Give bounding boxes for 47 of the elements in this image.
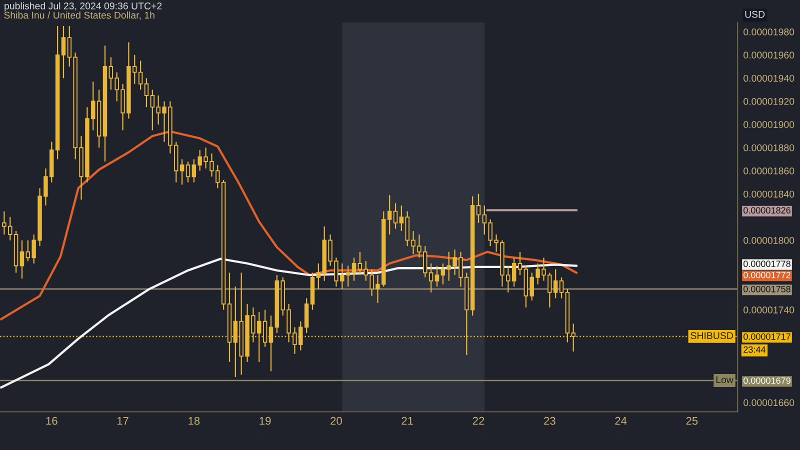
text: published Jul 23, 2024 09:36 UTC+2 [4, 2, 162, 12]
y-tick-label: 0.00001772 [744, 272, 790, 278]
line-series [0, 258, 578, 389]
x-tick-label: 19 [260, 416, 271, 425]
ref-line-label: SHIBUSD [690, 332, 733, 340]
candlestick [352, 257, 356, 282]
y-tick-label: 0.00001880 [744, 144, 794, 152]
x-tick-label: 17 [117, 417, 128, 425]
x-tick-label: 25 [686, 416, 698, 425]
y-axis-title: USD [745, 10, 765, 18]
candlestick [559, 276, 564, 299]
ref-line-label: Low [716, 376, 734, 384]
y-tick-label: 0.00001717 [744, 333, 790, 340]
y-tick-label: 0.00001900 [744, 121, 794, 128]
x-tick-label: 18 [188, 416, 200, 425]
y-tick-label: 0.00001679 [744, 377, 790, 384]
y-tick-label: 0.00001920 [744, 98, 794, 105]
x-tick-label: 22 [472, 416, 484, 425]
candlestick [393, 202, 398, 230]
y-tick-label: 0.00001840 [744, 190, 794, 198]
chart-title: Shiba Inu / United States Dollar, 1h [4, 11, 154, 20]
y-tick-label: 0.00001758 [744, 286, 790, 292]
y-tick-label: 0.00001740 [744, 306, 794, 314]
candlestick [268, 315, 274, 372]
candlestick [476, 193, 481, 224]
x-tick-label: 21 [402, 416, 413, 425]
candlestick [61, 25, 66, 79]
candlestick [434, 265, 440, 288]
text: 23:44 [744, 346, 766, 353]
y-tick-label: 0.00001826 [744, 207, 790, 214]
y-tick-label: 0.00001778 [744, 260, 790, 268]
candlestick [518, 251, 522, 276]
y-tick-label: 0.00001660 [744, 399, 794, 406]
line-series [0, 130, 578, 320]
x-tick-label: 24 [615, 416, 627, 425]
x-tick-label: 16 [46, 416, 58, 425]
x-tick-label: 23 [544, 416, 556, 425]
candlestick [20, 240, 24, 280]
y-tick-label: 0.00001960 [744, 52, 794, 59]
y-tick-label: 0.00001800 [744, 237, 794, 244]
candlestick [186, 160, 190, 183]
candlestick [144, 78, 149, 108]
y-tick-label: 0.00001980 [744, 28, 794, 36]
x-tick-label: 20 [330, 416, 342, 425]
y-tick-label: 0.00001940 [744, 74, 794, 82]
candlestick [571, 323, 576, 352]
y-tick-label: 0.00001860 [744, 168, 794, 174]
